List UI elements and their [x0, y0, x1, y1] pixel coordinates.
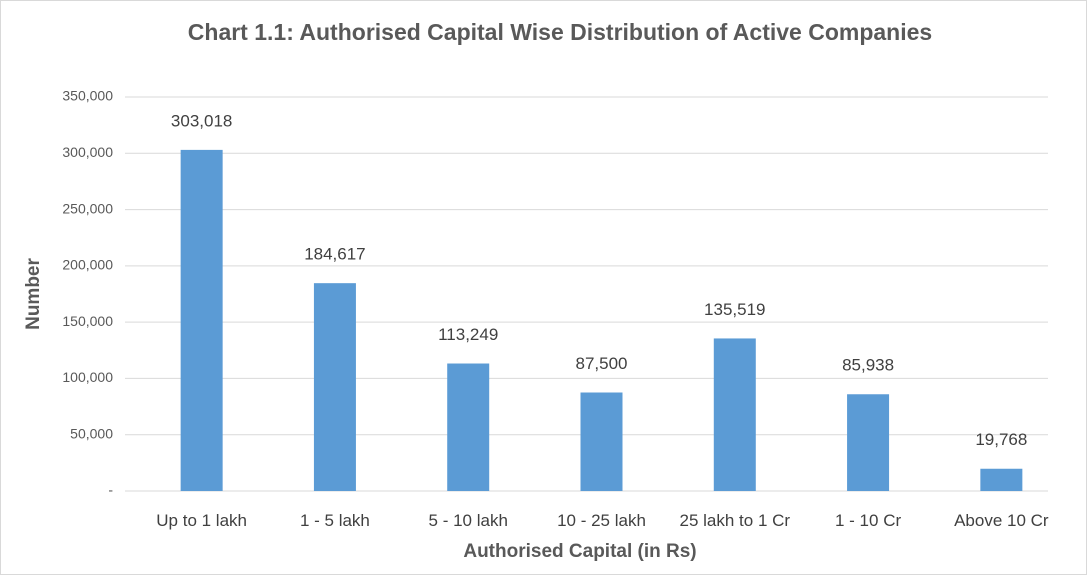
data-label: 135,519	[704, 300, 765, 319]
x-tick-label: 10 - 25 lakh	[557, 511, 646, 530]
data-label: 113,249	[438, 325, 498, 344]
x-axis-title: Authorised Capital (in Rs)	[463, 541, 696, 562]
y-tick-label: 300,000	[62, 144, 113, 160]
x-tick-label: Up to 1 lakh	[156, 511, 247, 530]
x-tick-label: 1 - 5 lakh	[300, 511, 370, 530]
chart-title: Chart 1.1: Authorised Capital Wise Distr…	[188, 19, 932, 45]
x-tick-label: 1 - 10 Cr	[835, 511, 901, 530]
y-tick-label: 100,000	[62, 369, 113, 385]
bar	[980, 468, 1023, 491]
bar	[713, 338, 756, 491]
bar	[847, 394, 890, 491]
x-tick-label: 25 lakh to 1 Cr	[680, 511, 791, 530]
data-label: 184,617	[304, 245, 365, 264]
bar	[313, 283, 356, 491]
bar	[580, 392, 623, 491]
y-tick-label: 50,000	[70, 425, 113, 441]
y-tick-label: 350,000	[62, 88, 113, 104]
y-tick-label: 200,000	[62, 257, 113, 273]
x-tick-label: Above 10 Cr	[954, 511, 1049, 530]
data-label: 303,018	[171, 111, 232, 130]
x-tick-label: 5 - 10 lakh	[429, 511, 508, 530]
y-tick-label: -	[108, 482, 113, 498]
y-tick-label: 150,000	[62, 313, 113, 329]
data-label: 19,768	[975, 430, 1027, 449]
data-label: 87,500	[576, 354, 628, 373]
bar	[180, 149, 223, 491]
y-tick-label: 250,000	[62, 200, 113, 216]
y-axis-title: Number	[23, 258, 44, 330]
data-label: 85,938	[842, 356, 894, 375]
bar	[447, 363, 490, 491]
